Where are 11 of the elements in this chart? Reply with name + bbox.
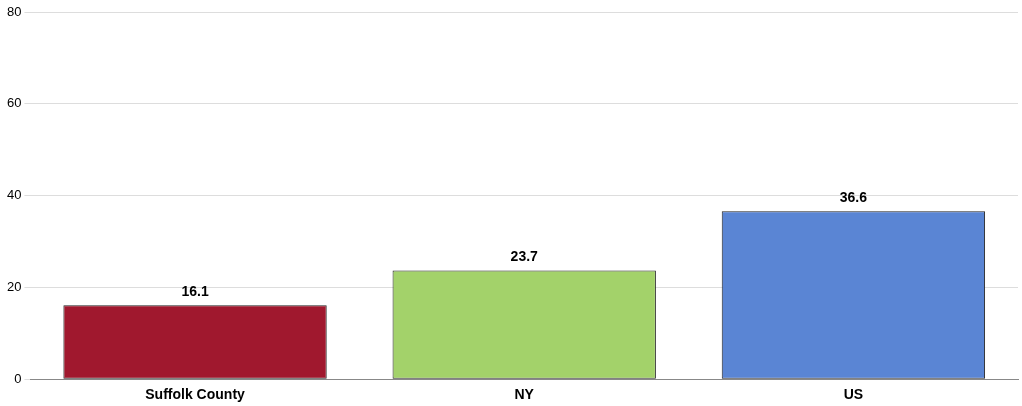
x-tick-label: US [843, 386, 864, 403]
data-label: 36.6 [839, 189, 868, 206]
y-tick-label: 60 [6, 95, 22, 111]
x-tick-label: Suffolk County [145, 386, 246, 403]
y-tick-label: 0 [14, 370, 22, 386]
data-label: 16.1 [181, 283, 209, 300]
x-tick-label: NY [514, 386, 535, 403]
y-tick-label: 80 [6, 3, 22, 19]
data-label: 23.7 [510, 248, 539, 265]
y-tick-label: 20 [6, 278, 22, 294]
y-tick-label: 40 [6, 187, 22, 203]
